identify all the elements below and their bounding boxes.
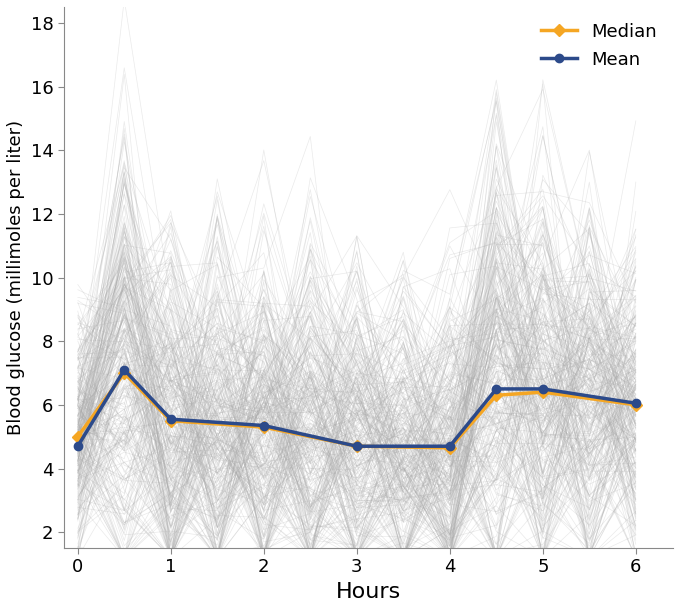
Median — [73, 433, 82, 440]
Median — [445, 444, 454, 451]
Mean — [539, 385, 547, 393]
Mean — [73, 443, 82, 450]
Median — [120, 369, 129, 376]
Line: Median: Median — [73, 369, 640, 452]
Mean — [260, 422, 268, 429]
Median — [492, 392, 500, 399]
Median — [539, 389, 547, 396]
Mean — [353, 443, 361, 450]
Median — [632, 401, 640, 409]
Median — [353, 443, 361, 450]
Y-axis label: Blood glucose (millimoles per liter): Blood glucose (millimoles per liter) — [7, 120, 25, 435]
Mean — [632, 400, 640, 407]
Legend: Median, Mean: Median, Mean — [533, 16, 664, 76]
Mean — [445, 443, 454, 450]
Mean — [167, 415, 175, 423]
Line: Mean: Mean — [73, 365, 640, 451]
Mean — [120, 366, 129, 373]
Median — [167, 417, 175, 424]
X-axis label: Hours: Hours — [336, 582, 401, 602]
Mean — [492, 385, 500, 393]
Median — [260, 423, 268, 431]
